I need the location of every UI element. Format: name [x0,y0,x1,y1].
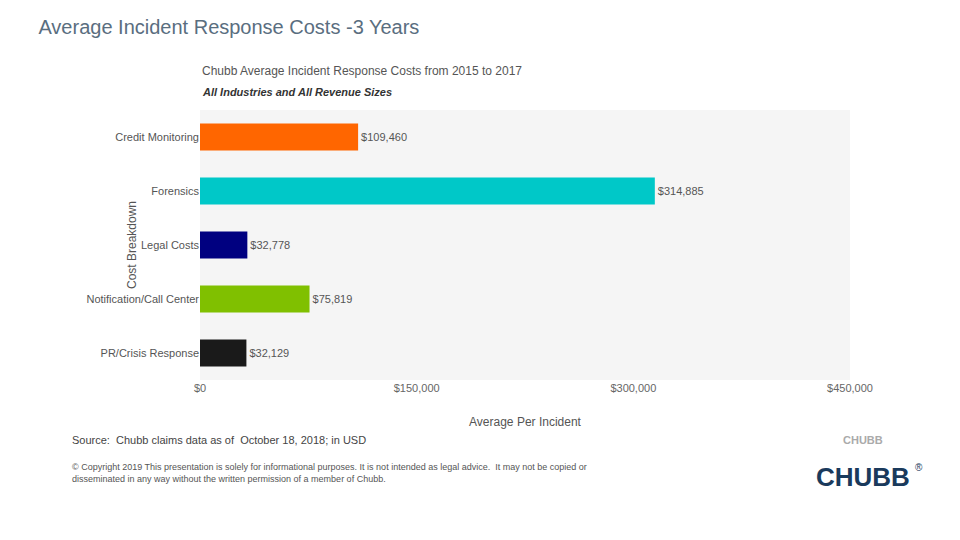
svg-text:PR/Crisis Response: PR/Crisis Response [101,347,199,359]
svg-text:Forensics: Forensics [151,185,199,197]
svg-text:$314,885: $314,885 [658,185,704,197]
svg-text:Chubb Average Incident Respons: Chubb Average Incident Response Costs fr… [202,64,522,78]
svg-text:Legal Costs: Legal Costs [141,239,200,251]
svg-text:All Industries and All Revenue: All Industries and All Revenue Sizes [202,86,392,98]
svg-text:© Copyright 2019 This presenta: © Copyright 2019 This presentation is so… [72,462,587,484]
svg-text:CHUBB: CHUBB [816,462,910,492]
svg-text:$0: $0 [194,382,206,394]
svg-text:Credit Monitoring: Credit Monitoring [115,131,199,143]
svg-text:$109,460: $109,460 [361,131,407,143]
svg-text:$300,000: $300,000 [610,382,656,394]
svg-text:Cost Breakdown: Cost Breakdown [125,201,139,289]
svg-text:Average Per Incident: Average Per Incident [469,415,582,429]
svg-text:Notification/Call Center: Notification/Call Center [87,293,200,305]
svg-text:$32,129: $32,129 [249,347,289,359]
svg-text:$32,778: $32,778 [250,239,290,251]
svg-text:®: ® [915,462,923,473]
svg-text:CHUBB: CHUBB [843,434,883,446]
svg-text:$75,819: $75,819 [313,293,353,305]
svg-text:$150,000: $150,000 [394,382,440,394]
svg-text:Source: Chubb claims data as: Source: Chubb claims data as of October … [72,434,366,446]
svg-text:$450,000: $450,000 [827,382,873,394]
svg-text:Average Incident Response Cost: Average Incident Response Costs -3 Years [38,16,419,38]
